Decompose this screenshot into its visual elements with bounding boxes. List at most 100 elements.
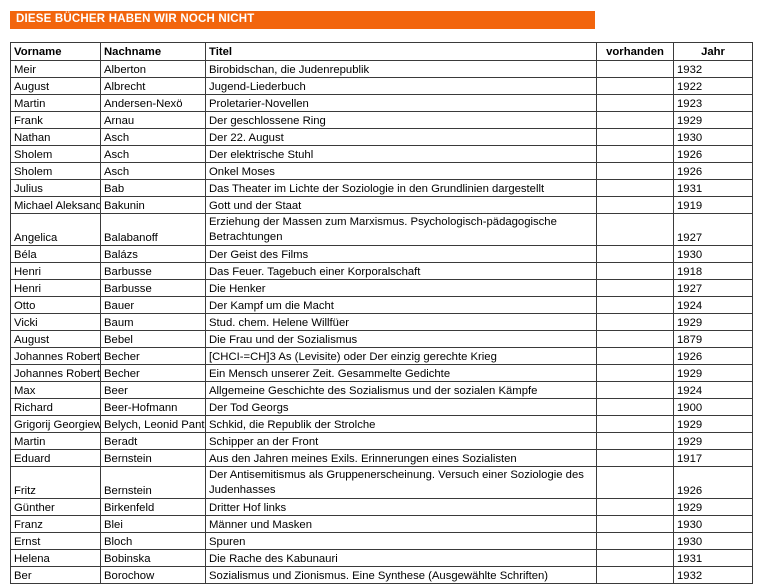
cell-titel: Das Feuer. Tagebuch einer Korporalschaft — [205, 262, 597, 280]
cell-vorhanden — [596, 432, 674, 450]
cell-jahr: 1917 — [673, 449, 753, 467]
cell-vorname: Richard — [10, 398, 101, 416]
cell-vorname: Franz — [10, 515, 101, 533]
cell-vorname: August — [10, 77, 101, 95]
cell-nachname: Bab — [100, 179, 206, 197]
cell-nachname: Belych, Leonid Panteleev — [100, 415, 206, 433]
cell-nachname: Asch — [100, 145, 206, 163]
cell-jahr: 1931 — [673, 549, 753, 567]
table-header-row: Vorname Nachname Titel vorhanden Jahr — [10, 42, 753, 61]
table-row: Helena Bobinska Die Rache des Kabunauri 193… — [10, 549, 753, 567]
cell-nachname: Albrecht — [100, 77, 206, 95]
cell-nachname: Beradt — [100, 432, 206, 450]
cell-nachname: Becher — [100, 347, 206, 365]
cell-titel: Schkid, die Republik der Strolche — [205, 415, 597, 433]
table-row: Nathan Asch Der 22. August 1930 — [10, 128, 753, 146]
cell-vorname: Julius — [10, 179, 101, 197]
cell-titel: Die Henker — [205, 279, 597, 297]
table-row: Fritz Bernstein Der Antisemitismus als Gru… — [10, 466, 753, 499]
cell-titel: Proletarier-Novellen — [205, 94, 597, 112]
cell-nachname: Bernstein — [100, 449, 206, 467]
cell-jahr: 1924 — [673, 381, 753, 399]
cell-nachname: Barbusse — [100, 279, 206, 297]
cell-vorname: Ernst — [10, 532, 101, 550]
cell-titel: Die Frau und der Sozialismus — [205, 330, 597, 348]
table-row: Julius Bab Das Theater im Lichte der Sozio… — [10, 179, 753, 197]
cell-nachname: Barbusse — [100, 262, 206, 280]
cell-jahr: 1923 — [673, 94, 753, 112]
cell-jahr: 1930 — [673, 245, 753, 263]
cell-nachname: Andersen-Nexö — [100, 94, 206, 112]
cell-jahr: 1926 — [673, 162, 753, 180]
table-row: Sholem Asch Onkel Moses 1926 — [10, 162, 753, 180]
table-row: Michael AleksandrowitschBakuninGott und … — [10, 196, 753, 214]
cell-titel: Der 22. August — [205, 128, 597, 146]
column-header-vorname: Vorname — [10, 42, 101, 61]
column-header-titel: Titel — [205, 42, 597, 61]
table-row: Max Beer Allgemeine Geschichte des Soziali… — [10, 381, 753, 399]
cell-jahr: 1929 — [673, 432, 753, 450]
cell-jahr: 1929 — [673, 415, 753, 433]
cell-vorhanden — [596, 330, 674, 348]
cell-vorhanden — [596, 398, 674, 416]
cell-vorname: Martin — [10, 94, 101, 112]
table-row: Henri Barbusse Die Henker 1927 — [10, 279, 753, 297]
cell-vorname: Max — [10, 381, 101, 399]
cell-nachname: Birkenfeld — [100, 498, 206, 516]
cell-titel: Der Antisemitismus als Gruppenerscheinun… — [205, 466, 597, 499]
cell-jahr: 1932 — [673, 566, 753, 584]
cell-vorhanden — [596, 449, 674, 467]
cell-vorname: Fritz — [10, 466, 101, 499]
cell-vorhanden — [596, 128, 674, 146]
cell-jahr: 1927 — [673, 213, 753, 246]
cell-nachname: Becher — [100, 364, 206, 382]
cell-nachname: Bebel — [100, 330, 206, 348]
cell-vorhanden — [596, 415, 674, 433]
cell-titel: Der elektrische Stuhl — [205, 145, 597, 163]
cell-vorhanden — [596, 466, 674, 499]
cell-titel: Die Rache des Kabunauri — [205, 549, 597, 567]
table-row: Angelica Balabanoff Erziehung der Massen z… — [10, 213, 753, 246]
table-row: Frank Arnau Der geschlossene Ring 1929 — [10, 111, 753, 129]
table-row: Martin Beradt Schipper an der Front 1929 — [10, 432, 753, 450]
cell-nachname: Balázs — [100, 245, 206, 263]
cell-vorname: Johannes Robert — [10, 347, 101, 365]
cell-titel: Der Tod Georgs — [205, 398, 597, 416]
cell-titel: Sozialismus und Zionismus. Eine Synthese… — [205, 566, 597, 584]
table-row: Franz Blei Männer und Masken 1930 — [10, 515, 753, 533]
cell-titel: Spuren — [205, 532, 597, 550]
cell-vorname: Martin — [10, 432, 101, 450]
cell-titel: Gott und der Staat — [205, 196, 597, 214]
table-row: Grigorij GeorgiewitschBelych, Leonid Pan… — [10, 415, 753, 433]
cell-vorname: Henri — [10, 262, 101, 280]
cell-jahr: 1932 — [673, 60, 753, 78]
cell-jahr: 1927 — [673, 279, 753, 297]
table-row: Johannes Robert Becher [CHCI-=CH]3 As (Lev… — [10, 347, 753, 365]
cell-vorhanden — [596, 245, 674, 263]
table-row: August Albrecht Jugend-Liederbuch 1922 — [10, 77, 753, 95]
cell-titel: Der Kampf um die Macht — [205, 296, 597, 314]
book-table: Vorname Nachname Titel vorhanden Jahr Me… — [10, 42, 753, 584]
cell-titel: Männer und Masken — [205, 515, 597, 533]
cell-titel: Birobidschan, die Judenrepublik — [205, 60, 597, 78]
table-row: Richard Beer-Hofmann Der Tod Georgs 1900 — [10, 398, 753, 416]
cell-nachname: Beer-Hofmann — [100, 398, 206, 416]
cell-vorname: Angelica — [10, 213, 101, 246]
cell-vorhanden — [596, 347, 674, 365]
cell-jahr: 1930 — [673, 515, 753, 533]
cell-nachname: Alberton — [100, 60, 206, 78]
cell-jahr: 1929 — [673, 313, 753, 331]
cell-vorhanden — [596, 296, 674, 314]
cell-vorname: Otto — [10, 296, 101, 314]
cell-jahr: 1924 — [673, 296, 753, 314]
cell-vorname: Grigorij Georgiewitsch — [10, 415, 101, 433]
cell-nachname: Beer — [100, 381, 206, 399]
cell-jahr: 1931 — [673, 179, 753, 197]
table-header: Vorname Nachname Titel vorhanden Jahr — [10, 42, 753, 61]
table-row: Günther Birkenfeld Dritter Hof links 1929 — [10, 498, 753, 516]
cell-vorname: Günther — [10, 498, 101, 516]
cell-vorname: Sholem — [10, 145, 101, 163]
cell-nachname: Bernstein — [100, 466, 206, 499]
cell-vorhanden — [596, 549, 674, 567]
